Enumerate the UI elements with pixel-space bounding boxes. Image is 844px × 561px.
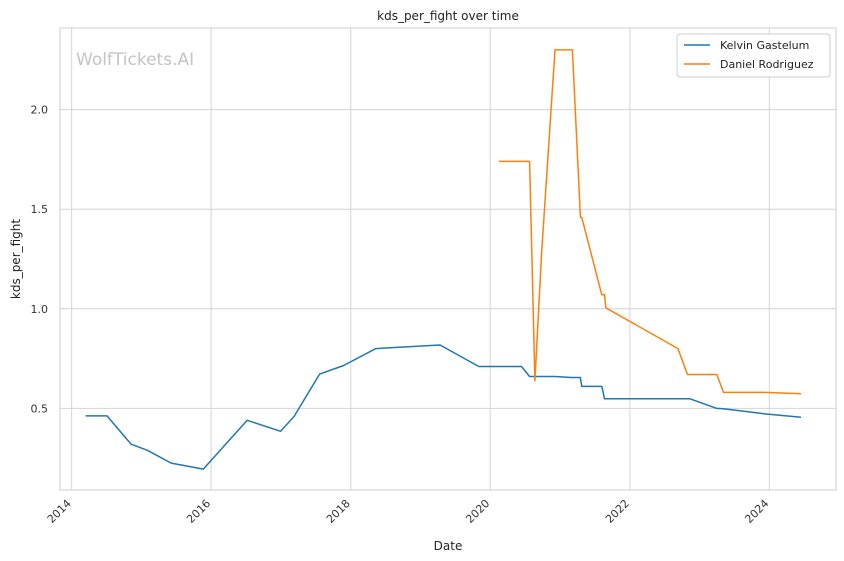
series-line-daniel-rodriguez — [498, 49, 802, 395]
y-tick-label-1-5: 1.5 — [31, 203, 49, 216]
y-axis-title: kds_per_fight — [9, 219, 23, 300]
legend-label-daniel-rodriguez: Daniel Rodriguez — [720, 58, 814, 71]
y-tick-label-1-0: 1.0 — [31, 303, 49, 316]
watermark: WolfTickets.AI — [76, 50, 194, 70]
legend-box — [676, 33, 831, 78]
x-tick-label-2016: 2016 — [184, 497, 213, 526]
x-tick-label-2024: 2024 — [742, 497, 771, 526]
x-tick-label-2018: 2018 — [324, 497, 353, 526]
plot-area — [59, 27, 837, 491]
x-tick-label-2020: 2020 — [463, 497, 492, 526]
chart-title: kds_per_fight over time — [377, 9, 519, 23]
x-tick-labels: 2014 2016 2018 2020 2022 2024 — [45, 497, 772, 526]
x-tick-label-2014: 2014 — [45, 497, 74, 526]
grid — [60, 28, 836, 490]
y-tick-label-2-0: 2.0 — [31, 104, 49, 117]
legend: Kelvin Gastelum Daniel Rodriguez — [676, 33, 831, 78]
series-layer — [85, 49, 802, 470]
legend-label-kelvin-gastelum: Kelvin Gastelum — [720, 39, 809, 52]
series-line-kelvin-gastelum — [85, 344, 802, 470]
y-tick-labels: 0.5 1.0 1.5 2.0 — [31, 104, 49, 416]
y-tick-label-0-5: 0.5 — [31, 402, 49, 415]
x-tick-label-2022: 2022 — [603, 497, 632, 526]
x-axis-title: Date — [434, 539, 463, 553]
